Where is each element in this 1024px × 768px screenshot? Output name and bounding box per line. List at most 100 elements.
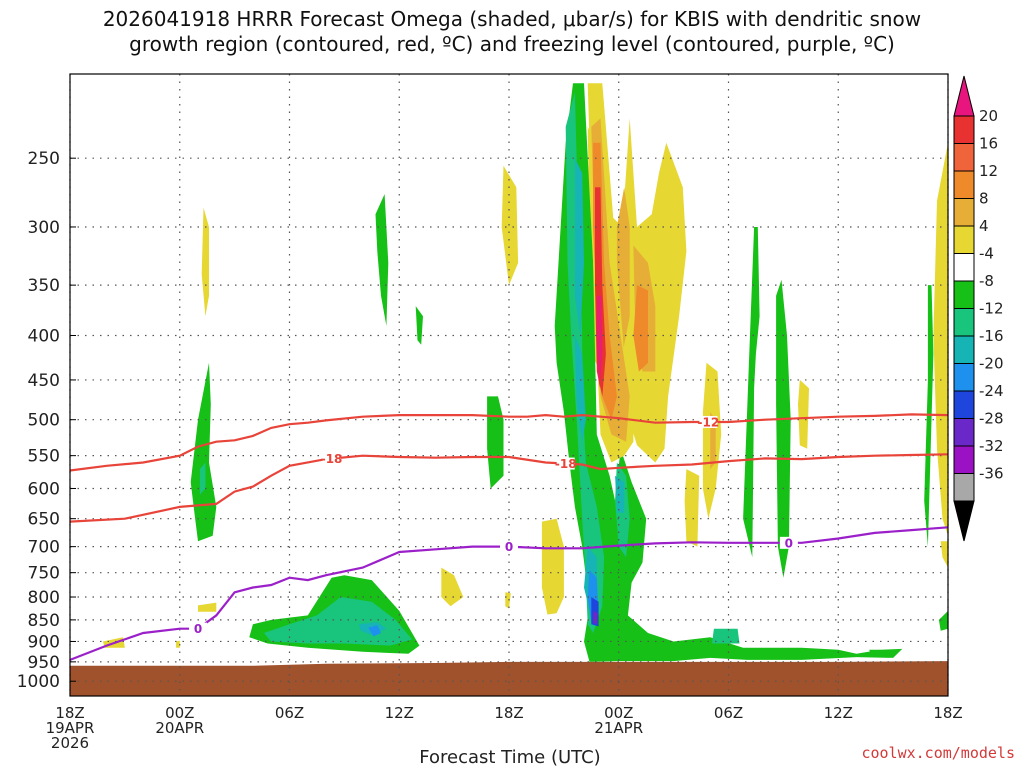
omega-region-teal: [712, 628, 740, 644]
colorbar-bin: [953, 225, 975, 254]
colorbar-label: -28: [979, 410, 1004, 428]
colorbar-top-arrow: [953, 75, 975, 117]
y-tick-label: 950: [28, 653, 60, 673]
site-credit: coolwx.com/models: [861, 744, 1015, 762]
colorbar-label: -4: [979, 245, 994, 263]
y-tick-label: 300: [28, 218, 60, 238]
colorbar-bin: [953, 253, 975, 282]
colorbar-bin: [953, 335, 975, 364]
omega-region-orange: [633, 285, 648, 372]
colorbar-label: -8: [979, 272, 994, 290]
colorbar-label: 4: [979, 217, 989, 235]
colorbar-bin: [953, 445, 975, 474]
colorbar-label: 20: [979, 107, 998, 125]
colorbar-label: -24: [979, 382, 1004, 400]
freezing-level-label-bg: [779, 536, 798, 549]
terrain-surface: [70, 661, 948, 696]
colorbar-label: -12: [979, 300, 1004, 318]
omega-region-teal: [199, 462, 206, 495]
omega-region-yellow: [541, 518, 564, 615]
chart-title-line-1: 2026041918 HRRR Forecast Omega (shaded, …: [103, 7, 921, 31]
freezing-level-label-bg: [189, 622, 208, 635]
colorbar-label: 8: [979, 190, 989, 208]
isotherm-minus18-line: [70, 453, 948, 523]
colorbar-label: 16: [979, 135, 998, 153]
x-tick-label: 06Z: [275, 704, 304, 722]
omega-region-yellow: [684, 469, 700, 547]
omega-region-green: [554, 83, 903, 662]
omega-region-green: [938, 610, 948, 631]
x-tick-label: 12Z: [824, 704, 853, 722]
colorbar-label: -32: [979, 437, 1004, 455]
isotherm-minus18-label: -18: [321, 452, 343, 466]
y-tick-label: 450: [28, 371, 60, 391]
freezing-level-label: 0: [505, 540, 513, 554]
x-tick-label: 00Z: [604, 704, 633, 722]
omega-region-yellow: [940, 541, 948, 568]
plot-frame: [69, 73, 949, 697]
y-tick-label: 600: [28, 479, 60, 499]
terrain-fill: [70, 661, 948, 696]
freezing-level-label-bg: [500, 540, 518, 553]
omega-region-yellow: [201, 207, 209, 317]
y-tick-label: 700: [28, 538, 60, 558]
x-tick-label: 06Z: [714, 704, 743, 722]
y-tick-label: 500: [28, 411, 60, 431]
x-tick-label: 2026: [51, 734, 89, 752]
colorbar-bin: [953, 198, 975, 227]
isotherm-minus12-label: -12: [698, 415, 720, 429]
freezing-level-label: 0: [194, 622, 202, 636]
colorbar-legend: 20 16 12 8 4 -4 -8 -12 -16 -20 -24 -28 -32 -36: [953, 75, 1004, 542]
omega-region-crimson: [596, 295, 603, 389]
x-tick-label: 18Z: [933, 704, 962, 722]
colorbar-bin: [953, 280, 975, 309]
y-tick-label: 550: [28, 447, 60, 467]
omega-region-yellow: [501, 165, 519, 286]
colorbar-label: -20: [979, 355, 1004, 373]
omega-region-green: [924, 285, 934, 547]
y-tick-label: 900: [28, 632, 60, 652]
y-tick-label: 250: [28, 149, 60, 169]
omega-region-purple: [593, 610, 598, 625]
colorbar-label: -36: [979, 465, 1004, 483]
colorbar-bin: [953, 473, 975, 502]
colorbar-bin: [953, 363, 975, 392]
x-tick-label: 20APR: [155, 719, 204, 737]
colorbar-bin: [953, 143, 975, 172]
omega-region-cyan: [574, 158, 584, 336]
colorbar-bin: [953, 308, 975, 337]
isotherm-minus12-label-bg: [699, 415, 718, 428]
x-tick-label: 18Z: [55, 704, 84, 722]
x-tick-label: 00Z: [165, 704, 194, 722]
omega-region-blue: [368, 625, 381, 637]
x-tick-label: 21APR: [594, 719, 643, 737]
isotherm-minus18-label: -18: [555, 457, 577, 471]
freezing-level-label: 0: [785, 536, 793, 550]
omega-region-yellow: [933, 142, 948, 536]
y-axis: 2503003504004505005506006507007508008509…: [17, 149, 76, 692]
omega-region-yellow: [441, 567, 464, 607]
omega-region-green: [415, 306, 423, 345]
isotherm-minus18-label-bg: [322, 452, 341, 465]
omega-shading: [102, 83, 948, 662]
x-tick-label: 12Z: [385, 704, 414, 722]
chart-title-line-2: growth region (contoured, red, ºC) and f…: [129, 32, 895, 56]
y-tick-label: 750: [28, 564, 60, 584]
colorbar-label: -16: [979, 327, 1004, 345]
y-tick-label: 800: [28, 588, 60, 608]
colorbar-bottom-arrow: [953, 500, 975, 542]
x-axis-label: Forecast Time (UTC): [419, 747, 600, 768]
colorbar-bin: [953, 170, 975, 199]
y-tick-label: 650: [28, 510, 60, 530]
y-tick-label: 850: [28, 611, 60, 631]
omega-region-yellow: [198, 602, 217, 612]
omega-region-yellow: [798, 379, 809, 449]
omega-region-cyan: [615, 475, 625, 513]
omega-region-yellow: [176, 640, 180, 648]
omega-region-green: [375, 194, 389, 326]
y-tick-label: 350: [28, 276, 60, 296]
colorbar-bin: [953, 115, 975, 144]
y-tick-label: 1000: [17, 672, 60, 692]
